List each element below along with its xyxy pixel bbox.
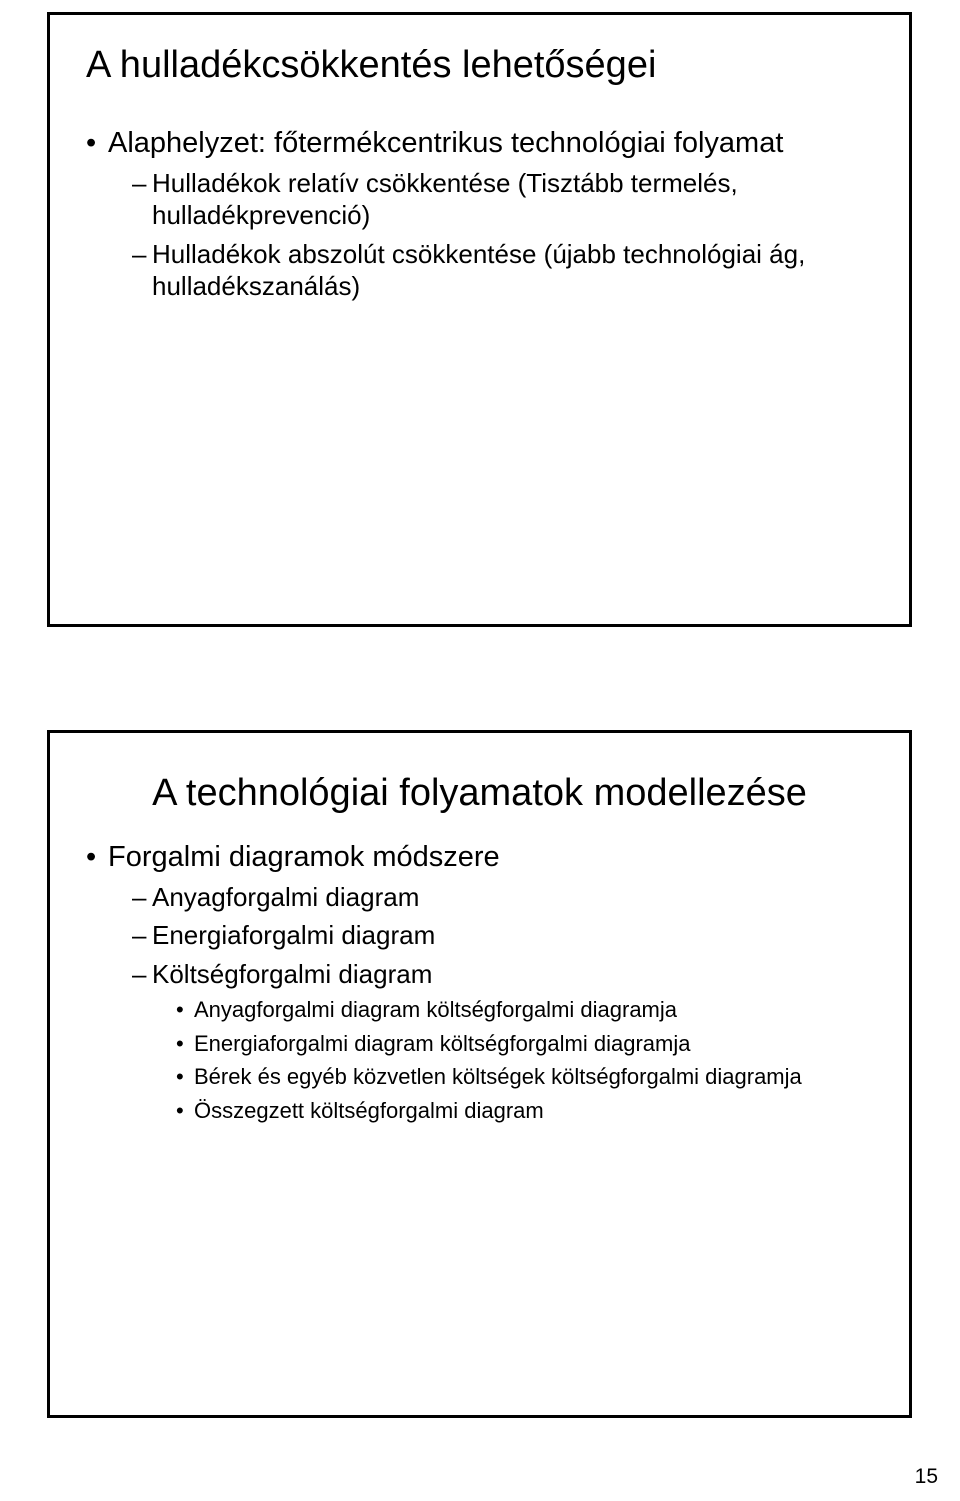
bullet-text: Forgalmi diagramok módszere	[108, 841, 500, 873]
slide-1-title: A hulladékcsökkentés lehetőségei	[86, 43, 873, 89]
bullet-text: Anyagforgalmi diagram költségforgalmi di…	[194, 997, 677, 1022]
list-item: Bérek és egyéb közvetlen költségek költs…	[176, 1063, 873, 1091]
list-item: Hulladékok relatív csökkentése (Tisztább…	[132, 167, 873, 232]
bullet-text: Energiaforgalmi diagram	[152, 920, 435, 950]
slide-1-list: Alaphelyzet: főtermékcentrikus technológ…	[86, 125, 873, 303]
bullet-text: Bérek és egyéb közvetlen költségek költs…	[194, 1064, 802, 1089]
sublist: Anyagforgalmi diagram Energiaforgalmi di…	[108, 881, 873, 1125]
list-item: Energiaforgalmi diagram költségforgalmi …	[176, 1030, 873, 1058]
slide-2: A technológiai folyamatok modellezése Fo…	[47, 730, 912, 1418]
bullet-text: Anyagforgalmi diagram	[152, 882, 419, 912]
page-number: 15	[915, 1465, 938, 1489]
list-item: Anyagforgalmi diagram	[132, 881, 873, 914]
list-item: Költségforgalmi diagram Anyagforgalmi di…	[132, 958, 873, 1125]
sublist: Hulladékok relatív csökkentése (Tisztább…	[108, 167, 873, 303]
bullet-text: Hulladékok abszolút csökkentése (újabb t…	[152, 239, 805, 302]
sub-sublist: Anyagforgalmi diagram költségforgalmi di…	[152, 996, 873, 1124]
bullet-text: Összegzett költségforgalmi diagram	[194, 1098, 544, 1123]
slide-2-list: Forgalmi diagramok módszere Anyagforgalm…	[86, 839, 873, 1125]
list-item: Összegzett költségforgalmi diagram	[176, 1097, 873, 1125]
list-item: Energiaforgalmi diagram	[132, 919, 873, 952]
bullet-text: Költségforgalmi diagram	[152, 959, 432, 989]
bullet-text: Energiaforgalmi diagram költségforgalmi …	[194, 1031, 690, 1056]
list-item: Alaphelyzet: főtermékcentrikus technológ…	[86, 125, 873, 303]
slide-1: A hulladékcsökkentés lehetőségei Alaphel…	[47, 12, 912, 627]
list-item: Anyagforgalmi diagram költségforgalmi di…	[176, 996, 873, 1024]
bullet-text: Alaphelyzet: főtermékcentrikus technológ…	[108, 127, 783, 159]
bullet-text: Hulladékok relatív csökkentése (Tisztább…	[152, 168, 738, 231]
list-item: Hulladékok abszolút csökkentése (újabb t…	[132, 238, 873, 303]
page: A hulladékcsökkentés lehetőségei Alaphel…	[0, 0, 960, 1501]
slide-2-title: A technológiai folyamatok modellezése	[86, 771, 873, 817]
list-item: Forgalmi diagramok módszere Anyagforgalm…	[86, 839, 873, 1125]
